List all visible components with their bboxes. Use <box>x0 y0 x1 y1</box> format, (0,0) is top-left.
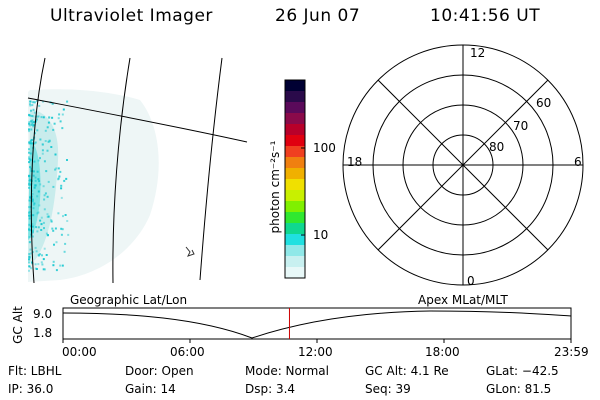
colorbar-step <box>285 212 305 224</box>
timeline-x-tick-1800: 18:00 <box>425 345 460 359</box>
mlt-label-0: 0 <box>467 274 475 288</box>
colorbar-step <box>285 168 305 180</box>
colorbar-step <box>285 102 305 114</box>
colorbar-step <box>285 124 305 136</box>
status-glon: GLon: 81.5 <box>486 382 552 396</box>
lat-label-70: 70 <box>513 119 529 133</box>
timeline-x-tick-0600: 06:00 <box>170 345 205 359</box>
mlt-label-6: 6 <box>574 155 582 169</box>
status-door: Door: Open <box>125 364 194 378</box>
timeline-x-tick-2359: 23:59 <box>554 345 589 359</box>
timeline-y-axis-label: GC Alt <box>11 306 25 344</box>
timeline-y-tick-1-8: 1.8 <box>33 326 53 340</box>
mlt-label-18: 18 <box>347 155 363 169</box>
status-filter: Flt: LBHL <box>8 364 62 378</box>
colorbar-step <box>285 234 305 246</box>
colorbar-step <box>285 91 305 103</box>
colorbar-step <box>285 135 305 147</box>
instrument-title: Ultraviolet Imager <box>50 6 213 26</box>
map-grid-lines <box>27 57 248 284</box>
colorbar-step <box>285 157 305 169</box>
observation-time: 10:41:56 UT <box>430 6 541 26</box>
observation-date: 26 Jun 07 <box>275 6 361 26</box>
colorbar-step <box>285 201 305 213</box>
colorbar-step <box>285 223 305 235</box>
lat-label-80: 80 <box>489 140 505 154</box>
colorbar-step <box>285 256 305 268</box>
colorbar-step <box>285 267 305 279</box>
lat-label-60: 60 <box>536 96 552 110</box>
altitude-curve <box>62 310 572 339</box>
status-ip: IP: 36.0 <box>8 382 54 396</box>
colorbar-tick-100: 100 <box>313 141 336 155</box>
timeline-right-title: Apex MLat/MLT <box>418 293 508 307</box>
timeline-x-tick-1200: 12:00 <box>298 345 333 359</box>
colorbar-tick-10: 10 <box>313 228 329 242</box>
status-glat: GLat: −42.5 <box>486 364 559 378</box>
status-mode: Mode: Normal <box>245 364 329 378</box>
status-seq: Seq: 39 <box>365 382 411 396</box>
colorbar-step <box>285 80 305 92</box>
colorbar-step <box>285 245 305 257</box>
status-dsp: Dsp: 3.4 <box>245 382 296 396</box>
timeline-left-title: Geographic Lat/Lon <box>70 293 188 307</box>
mlt-label-12: 12 <box>470 46 486 60</box>
colorbar-step <box>285 190 305 202</box>
colorbar-step <box>285 113 305 125</box>
map-spark-icon <box>185 246 195 257</box>
status-gain: Gain: 14 <box>125 382 176 396</box>
colorbar-step <box>285 179 305 191</box>
timeline-y-tick-9: 9.0 <box>33 307 53 321</box>
colorbar-step <box>285 146 305 158</box>
status-gc-alt: GC Alt: 4.1 Re <box>365 364 449 378</box>
timeline-x-tick-0000: 00:00 <box>62 345 97 359</box>
